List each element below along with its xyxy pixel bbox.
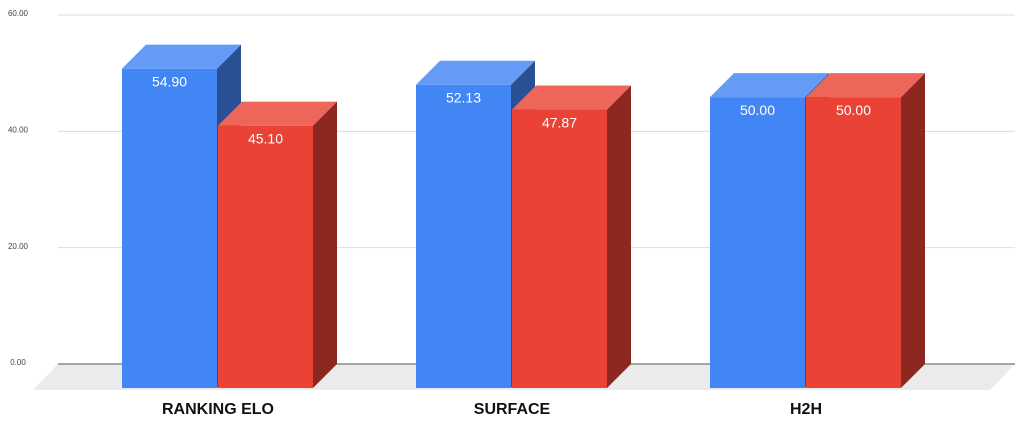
bar-top: [710, 73, 829, 98]
y-tick-label: 40.00: [8, 125, 29, 134]
bar-top: [806, 73, 925, 98]
x-tick-label: H2H: [790, 401, 822, 418]
y-tick-label: 60.00: [8, 9, 29, 18]
bar-top: [122, 44, 241, 69]
value-label: 47.87: [542, 114, 577, 130]
bar-side: [313, 101, 337, 388]
bar: [218, 125, 313, 388]
bar: [710, 97, 805, 389]
bar-top: [416, 60, 535, 85]
bar-top: [218, 101, 337, 126]
x-tick-label: SURFACE: [474, 401, 551, 418]
bar-side: [901, 73, 925, 389]
x-tick-label: RANKING ELO: [162, 401, 274, 418]
y-tick-label: 0.00: [10, 358, 26, 367]
value-label: 54.90: [152, 73, 187, 89]
bar: [512, 109, 607, 389]
value-label: 45.10: [248, 130, 283, 146]
value-label: 50.00: [836, 102, 871, 118]
bar: [806, 97, 901, 389]
value-label: 52.13: [446, 89, 481, 105]
bar-side: [607, 85, 631, 389]
bar-top: [512, 85, 631, 110]
bar: [416, 84, 511, 389]
bar: [122, 68, 217, 388]
value-label: 50.00: [740, 102, 775, 118]
y-tick-label: 20.00: [8, 242, 29, 251]
